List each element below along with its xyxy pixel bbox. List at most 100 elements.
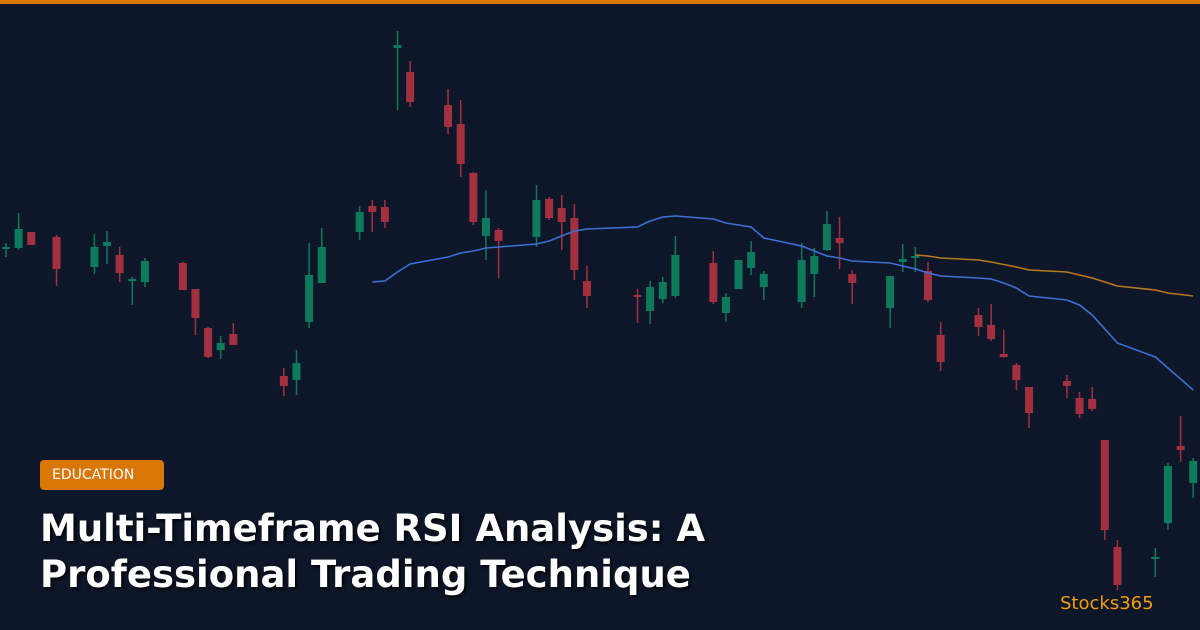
candle-body (406, 72, 415, 102)
candle-up (822, 211, 831, 251)
candle-body (999, 354, 1008, 357)
candle-body (229, 334, 238, 345)
candles (2, 31, 1198, 590)
candle-down (557, 195, 566, 250)
candle-down (469, 172, 478, 225)
candle-up (90, 234, 99, 274)
candle-body (393, 45, 402, 48)
candle-up (671, 236, 680, 298)
candle-down (1088, 387, 1097, 411)
candle-body (848, 274, 857, 283)
candle-up (658, 277, 667, 303)
candle-down (229, 323, 238, 345)
candle-body (1189, 461, 1198, 483)
candle-body (570, 218, 579, 270)
candle-up (128, 277, 137, 305)
candle-body (90, 247, 99, 267)
candle-body (1100, 440, 1109, 530)
candle-down (368, 200, 377, 232)
candle-down (545, 197, 554, 220)
candle-up (2, 243, 10, 257)
candle-down (570, 204, 579, 280)
brand-logo-text: Stocks365 (1060, 593, 1154, 614)
candle-body (115, 255, 124, 273)
candle-body (216, 343, 225, 350)
candle-body (646, 287, 655, 311)
candle-body (974, 315, 983, 327)
candle-up (1163, 463, 1172, 530)
candle-body (52, 237, 61, 269)
candle-down (1113, 540, 1122, 590)
candle-down (1176, 416, 1185, 462)
candle-down (1100, 440, 1109, 540)
article-title-line-2: Professional Trading Technique (40, 553, 691, 596)
candle-body (279, 376, 288, 386)
candle-down (835, 217, 844, 269)
candle-down (1025, 387, 1034, 428)
candle-body (886, 276, 895, 308)
candle-body (456, 124, 465, 164)
candle-up (759, 271, 768, 300)
candle-up (1189, 458, 1198, 498)
candle-body (444, 105, 453, 127)
candle-body (1012, 365, 1021, 380)
candle-down (456, 100, 465, 177)
candle-body (2, 247, 10, 249)
candle-down (204, 327, 213, 358)
candle-body (721, 297, 730, 313)
candle-up (393, 31, 402, 110)
article-title: Multi-Timeframe RSI Analysis: A Professi… (40, 506, 705, 598)
candle-down (115, 247, 124, 282)
category-badge[interactable]: EDUCATION (40, 460, 164, 490)
candle-up (140, 258, 149, 287)
candle-body (380, 207, 389, 222)
candle-body (1113, 547, 1122, 585)
candle-up (216, 336, 225, 359)
candle-body (178, 263, 187, 290)
candle-body (898, 259, 907, 262)
candle-body (822, 224, 831, 250)
candle-body (14, 229, 23, 248)
accent-top-bar (0, 0, 1200, 4)
moving-average-slow-line (915, 254, 1194, 297)
candle-body (987, 325, 996, 339)
candle-body (1163, 466, 1172, 523)
candle-up (532, 185, 541, 247)
candle-up (1151, 548, 1160, 577)
candle-body (532, 200, 541, 237)
candle-body (494, 230, 503, 241)
candle-body (835, 238, 844, 243)
candle-up (886, 276, 895, 328)
candle-body (103, 242, 112, 246)
candle-body (709, 263, 718, 302)
candle-body (292, 363, 301, 380)
candle-up (14, 213, 23, 250)
candle-body (305, 275, 314, 322)
candle-body (1151, 557, 1160, 559)
candle-down (936, 322, 945, 371)
candle-up (747, 241, 756, 275)
candle-body (557, 208, 566, 222)
candle-down (406, 61, 415, 107)
candle-body (1062, 381, 1071, 386)
candle-down (1012, 363, 1021, 390)
candle-body (317, 247, 326, 283)
candle-body (582, 281, 591, 296)
candle-body (481, 218, 490, 236)
candle-down (1075, 392, 1084, 418)
candle-down (633, 289, 642, 323)
candle-up (481, 190, 490, 260)
candle-up (317, 228, 326, 283)
candle-up (797, 243, 806, 308)
category-badge-label: EDUCATION (52, 467, 135, 483)
candle-down (444, 89, 453, 134)
candle-body (923, 271, 932, 300)
candle-body (747, 252, 756, 268)
candle-body (469, 173, 478, 222)
candle-body (191, 289, 200, 318)
candle-body (140, 261, 149, 282)
candle-down (52, 235, 61, 286)
candle-down (582, 266, 591, 308)
moving-average-fast-line (372, 215, 1194, 391)
